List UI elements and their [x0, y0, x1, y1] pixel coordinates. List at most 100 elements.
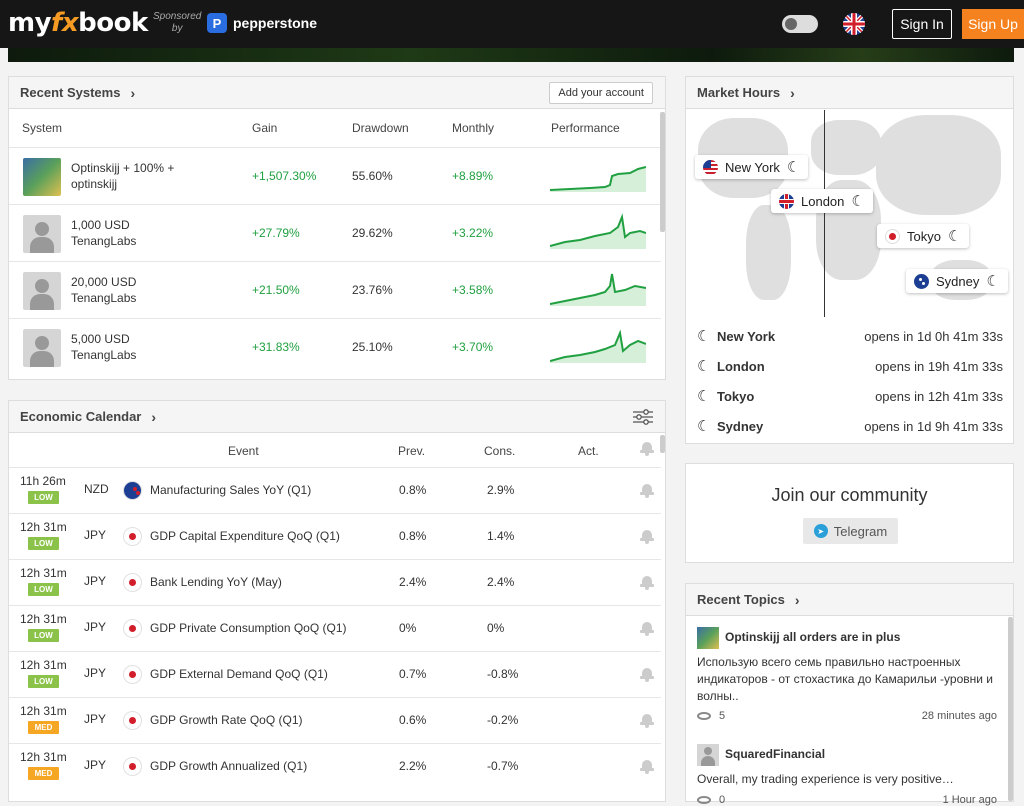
add-account-button[interactable]: Add your account: [549, 82, 653, 104]
panel-title: Recent Systems: [20, 85, 121, 100]
col-cons: Cons.: [484, 444, 516, 458]
uk-flag-icon[interactable]: [843, 13, 865, 35]
panel-title: Economic Calendar: [20, 409, 142, 424]
bell-icon[interactable]: [639, 528, 655, 544]
jp-flag-icon: [123, 711, 142, 730]
nz-flag-icon: [123, 481, 142, 500]
system-link[interactable]: 20,000 USD TenangLabs: [71, 275, 137, 305]
system-link[interactable]: Optinskijj + 100% + optinskijj: [71, 161, 175, 191]
bell-icon[interactable]: [639, 482, 655, 498]
impact-badge: LOW: [28, 537, 59, 550]
moon-icon: ☾: [697, 328, 711, 345]
table-row[interactable]: 12h 31m LOW JPY GDP Private Consumption …: [9, 605, 661, 651]
telegram-button[interactable]: ➤ Telegram: [803, 518, 898, 544]
event-name[interactable]: GDP Growth Annualized (Q1): [150, 759, 308, 773]
table-row[interactable]: 12h 31m LOW JPY GDP Capital Expenditure …: [9, 513, 661, 559]
event-time: 12h 31m: [20, 520, 67, 534]
market-hours-header[interactable]: Market Hours ›: [686, 77, 1013, 109]
filter-icon[interactable]: [633, 409, 653, 425]
prev-value: 2.4%: [399, 575, 427, 589]
sign-up-button[interactable]: Sign Up: [962, 9, 1024, 39]
chevron-right-icon: ›: [790, 84, 795, 101]
map-pin-new-york[interactable]: New York ☾: [695, 155, 809, 179]
avatar: [697, 744, 719, 766]
system-link[interactable]: 5,000 USD TenangLabs: [71, 332, 137, 362]
topic-title[interactable]: Optinskijj all orders are in plus: [725, 630, 901, 644]
system-link[interactable]: 1,000 USD TenangLabs: [71, 218, 137, 248]
us-flag-icon: [703, 159, 718, 175]
event-name[interactable]: GDP Private Consumption QoQ (Q1): [150, 621, 347, 635]
event-name[interactable]: GDP External Demand QoQ (Q1): [150, 667, 328, 681]
col-act: Act.: [578, 444, 599, 458]
currency: JPY: [84, 712, 107, 726]
table-row[interactable]: 20,000 USD TenangLabs +21.50% 23.76% +3.5…: [9, 261, 661, 318]
sponsored-label: Sponsored by: [153, 11, 202, 34]
chevron-right-icon: ›: [794, 591, 800, 608]
prev-value: 0.7%: [399, 667, 427, 681]
jp-flag-icon: [123, 665, 142, 684]
table-row[interactable]: 12h 31m LOW JPY GDP External Demand QoQ …: [9, 651, 661, 697]
chevron-right-icon: ›: [130, 84, 136, 101]
prev-value: 0.6%: [399, 713, 427, 727]
table-row[interactable]: 12h 31m MED JPY GDP Growth Rate QoQ (Q1)…: [9, 697, 661, 743]
asia-shape: [876, 115, 1001, 215]
market-row: ☾ Tokyo opens in 12h 41m 33s: [697, 388, 1003, 405]
economic-calendar-header[interactable]: Economic Calendar ›: [9, 401, 665, 433]
event-name[interactable]: GDP Capital Expenditure QoQ (Q1): [150, 529, 340, 543]
event-time: 12h 31m: [20, 612, 67, 626]
bell-icon[interactable]: [639, 620, 655, 636]
table-row[interactable]: 5,000 USD TenangLabs +31.83% 25.10% +3.70…: [9, 318, 661, 375]
topic-text: Overall, my trading experience is very p…: [697, 772, 954, 786]
event-time: 12h 31m: [20, 566, 67, 580]
uk-flag-icon: [779, 193, 794, 209]
drawdown-value: 25.10%: [352, 340, 393, 354]
drawdown-value: 55.60%: [352, 169, 393, 183]
monthly-value: +8.89%: [452, 169, 494, 183]
performance-sparkline: [550, 273, 646, 306]
bell-icon[interactable]: [639, 666, 655, 682]
day-night-line: [824, 110, 825, 317]
map-pin-tokyo[interactable]: Tokyo ☾: [877, 224, 970, 248]
table-row[interactable]: 11h 26m LOW NZD Manufacturing Sales YoY …: [9, 467, 661, 513]
moon-icon: ☾: [697, 418, 711, 435]
cons-value: 1.4%: [487, 529, 515, 543]
myfxbook-logo[interactable]: myfxbook: [8, 8, 148, 38]
scrollbar[interactable]: [660, 112, 665, 232]
col-prev: Prev.: [398, 444, 426, 458]
prev-value: 0.8%: [399, 529, 427, 543]
event-name[interactable]: GDP Growth Rate QoQ (Q1): [150, 713, 303, 727]
table-row[interactable]: Optinskijj + 100% + optinskijj +1,507.30%…: [9, 147, 661, 204]
table-row[interactable]: 1,000 USD TenangLabs +27.79% 29.62% +3.22…: [9, 204, 661, 261]
bell-icon[interactable]: [639, 574, 655, 590]
avatar: [23, 215, 61, 253]
theme-toggle[interactable]: [782, 15, 818, 33]
map-pin-sydney[interactable]: Sydney ☾: [906, 269, 1008, 293]
europe-shape: [811, 120, 881, 175]
community-panel: Join our community ➤ Telegram: [685, 463, 1014, 563]
drawdown-value: 23.76%: [352, 283, 393, 297]
bell-icon[interactable]: [639, 712, 655, 728]
map-pin-london[interactable]: London ☾: [771, 189, 873, 213]
topic-title[interactable]: SquaredFinancial: [725, 747, 826, 761]
avatar: [23, 272, 61, 310]
recent-systems-panel: Recent Systems › Add your account System …: [8, 76, 666, 380]
monthly-value: +3.22%: [452, 226, 494, 240]
impact-badge: LOW: [28, 629, 59, 642]
bell-icon[interactable]: [639, 758, 655, 774]
ad-banner[interactable]: [8, 48, 1014, 62]
event-name[interactable]: Bank Lending YoY (May): [150, 575, 282, 589]
table-row[interactable]: 12h 31m MED JPY GDP Growth Annualized (Q…: [9, 743, 661, 789]
scrollbar[interactable]: [1008, 617, 1013, 801]
panel-title: Market Hours: [697, 85, 781, 100]
cons-value: -0.8%: [487, 667, 519, 681]
col-event: Event: [228, 444, 259, 458]
col-drawdown: Drawdown: [352, 121, 409, 135]
economic-calendar-panel: Economic Calendar › Event Prev. Cons. Act…: [8, 400, 666, 802]
scrollbar[interactable]: [660, 435, 665, 453]
recent-topics-header[interactable]: Recent Topics ›: [686, 584, 1013, 616]
table-row[interactable]: 12h 31m LOW JPY Bank Lending YoY (May) 2…: [9, 559, 661, 605]
sign-in-button[interactable]: Sign In: [892, 9, 952, 39]
event-name[interactable]: Manufacturing Sales YoY (Q1): [150, 483, 312, 497]
